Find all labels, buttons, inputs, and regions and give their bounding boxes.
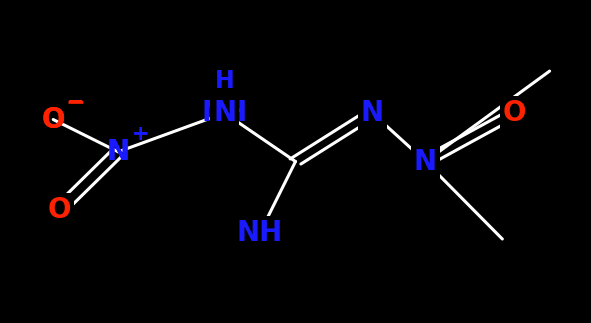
Text: H: H: [215, 69, 235, 93]
Text: −: −: [67, 92, 85, 112]
Text: N: N: [106, 138, 130, 166]
Text: NH: NH: [237, 219, 283, 246]
Text: N: N: [213, 99, 236, 127]
Text: O: O: [502, 99, 526, 127]
Text: NH: NH: [202, 99, 248, 127]
Text: O: O: [47, 196, 71, 224]
Text: +: +: [132, 124, 150, 144]
Text: N: N: [414, 148, 437, 175]
Text: O: O: [502, 99, 526, 127]
Text: O: O: [47, 196, 71, 224]
Text: N: N: [106, 138, 130, 166]
Text: O: O: [41, 106, 65, 133]
Text: H: H: [217, 75, 238, 99]
Text: −: −: [66, 90, 86, 114]
Text: N: N: [361, 99, 384, 127]
Text: NH: NH: [237, 219, 283, 246]
Text: O: O: [41, 106, 65, 133]
Text: +: +: [132, 124, 150, 144]
Text: N: N: [414, 148, 437, 175]
Text: N: N: [361, 99, 384, 127]
